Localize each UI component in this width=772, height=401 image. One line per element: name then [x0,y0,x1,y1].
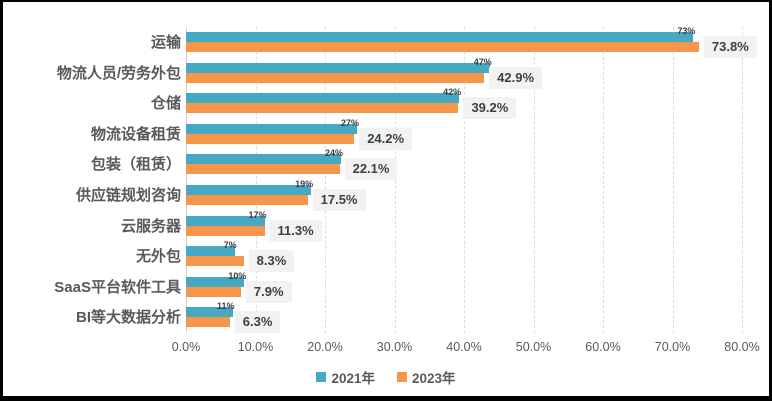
x-axis-tick-label: 60.0% [585,340,621,354]
bar-2021 [186,307,233,318]
x-axis-tick-label: 30.0% [376,340,413,354]
value-label-2021: 42% [443,87,462,98]
gridline [603,27,604,333]
bar-2023 [186,317,230,328]
value-label-2023: 8.3% [248,250,295,273]
bar-2021 [186,276,245,287]
value-label-2021: 7% [223,240,237,251]
bar-group: 10% 7.9% [186,270,761,303]
value-label-2023: 39.2% [463,97,517,120]
value-label-2021: 47% [473,56,492,67]
value-label-2023: 73.8% [703,36,757,58]
category-label: 运输 [150,34,181,51]
bar-group: 11% 6.3% [186,301,761,334]
legend: 2021年 2023年 [3,366,769,388]
value-label-2021: 27% [340,117,359,128]
legend-swatch-icon [316,372,327,382]
gridline [255,27,257,333]
value-label-2021: 19% [295,179,314,189]
legend-item: 2023年 [397,367,456,387]
legend-label: 2023年 [412,371,456,386]
x-axis-tick-label: 50.0% [515,340,552,354]
x-axis-tick-label: 70.0% [654,340,691,354]
bar-2021 [186,215,265,226]
x-axis-tick-label: 40.0% [446,340,482,354]
gridline [464,27,465,333]
category-label: BI等大数据分析 [75,309,181,327]
x-axis-tick-label: 80.0% [724,340,760,354]
bar-2021 [186,246,235,257]
bar-2023 [186,42,699,52]
bar-2023 [186,164,340,175]
bar-group: 19% 17.5% [186,179,761,211]
value-label-2023: 6.3% [234,311,281,334]
value-label-2023: 11.3% [269,219,322,242]
bar-group: 17% 11.3% [186,209,761,242]
category-label: 物流设备租赁 [90,125,181,143]
category-label: SaaS平台软件工具 [54,278,181,296]
x-axis-tick-label: 0.0% [171,340,201,354]
category-axis: 运输物流人员/劳务外包仓储物流设备租赁 包装（租赁） 供应链规划咨询云服务器无外包 S… [3,27,181,333]
category-label: 云服务器 [120,217,181,235]
value-label-2021: 17% [248,209,267,220]
bar-2021 [186,123,357,134]
legend-item: 2021年 [316,367,375,387]
category-label: 无外包 [135,248,181,266]
bar-2021 [186,32,694,42]
value-label-2023: 17.5% [312,189,366,211]
bar-group: 7% 8.3% [186,240,761,273]
category-label: 物流人员/劳务外包 [56,64,181,82]
bar-group: 27% 24.2% [186,117,761,150]
value-label-2021: 11% [217,301,235,312]
x-axis-tick-label: 20.0% [307,340,343,354]
plot-area: 73% 73.8% 47% 42.9% 42% 39.2% 27% 24.2% 24% 22.1%… [186,26,761,334]
bar-2023 [186,103,459,114]
gridline [742,27,743,333]
bar-2023 [186,133,355,144]
bar-2021 [186,154,341,165]
gridline [533,27,535,333]
bar-2023 [186,72,485,83]
category-label: 仓储 [150,95,181,113]
gridline [186,27,187,333]
value-label-2021: 10% [228,270,247,281]
bar-2023 [186,256,244,267]
bar-2021 [186,93,460,104]
bar-group: 24% 22.1% [186,148,761,181]
value-label-2021: 24% [324,148,343,159]
value-label-2023: 24.2% [359,127,413,150]
category-label: 供应链规划咨询 [75,187,181,204]
bar-2021 [186,62,490,73]
bar-2021 [186,185,312,195]
bar-2023 [186,225,265,236]
bar-group: 47% 42.9% [186,56,761,89]
bar-2023 [186,195,308,205]
x-axis: 0.0% 10.0% 20.0% 30.0% 40.0% 50.0% 60.0% 70.0% 8… [3,340,769,358]
bar-group: 73% 73.8% [186,26,761,58]
bar-2023 [186,286,241,297]
value-label-2021: 73% [677,26,696,36]
x-axis-tick-label: 10.0% [237,340,274,354]
legend-swatch-icon [397,372,407,382]
legend-label: 2021年 [331,371,375,386]
gridline [325,27,326,333]
category-label: 包装（租赁） [90,156,181,174]
bar-group: 42% 39.2% [186,87,761,120]
value-label-2023: 7.9% [245,280,292,303]
value-label-2023: 22.1% [344,158,398,181]
value-label-2023: 42.9% [489,66,543,89]
gridline [672,27,674,333]
